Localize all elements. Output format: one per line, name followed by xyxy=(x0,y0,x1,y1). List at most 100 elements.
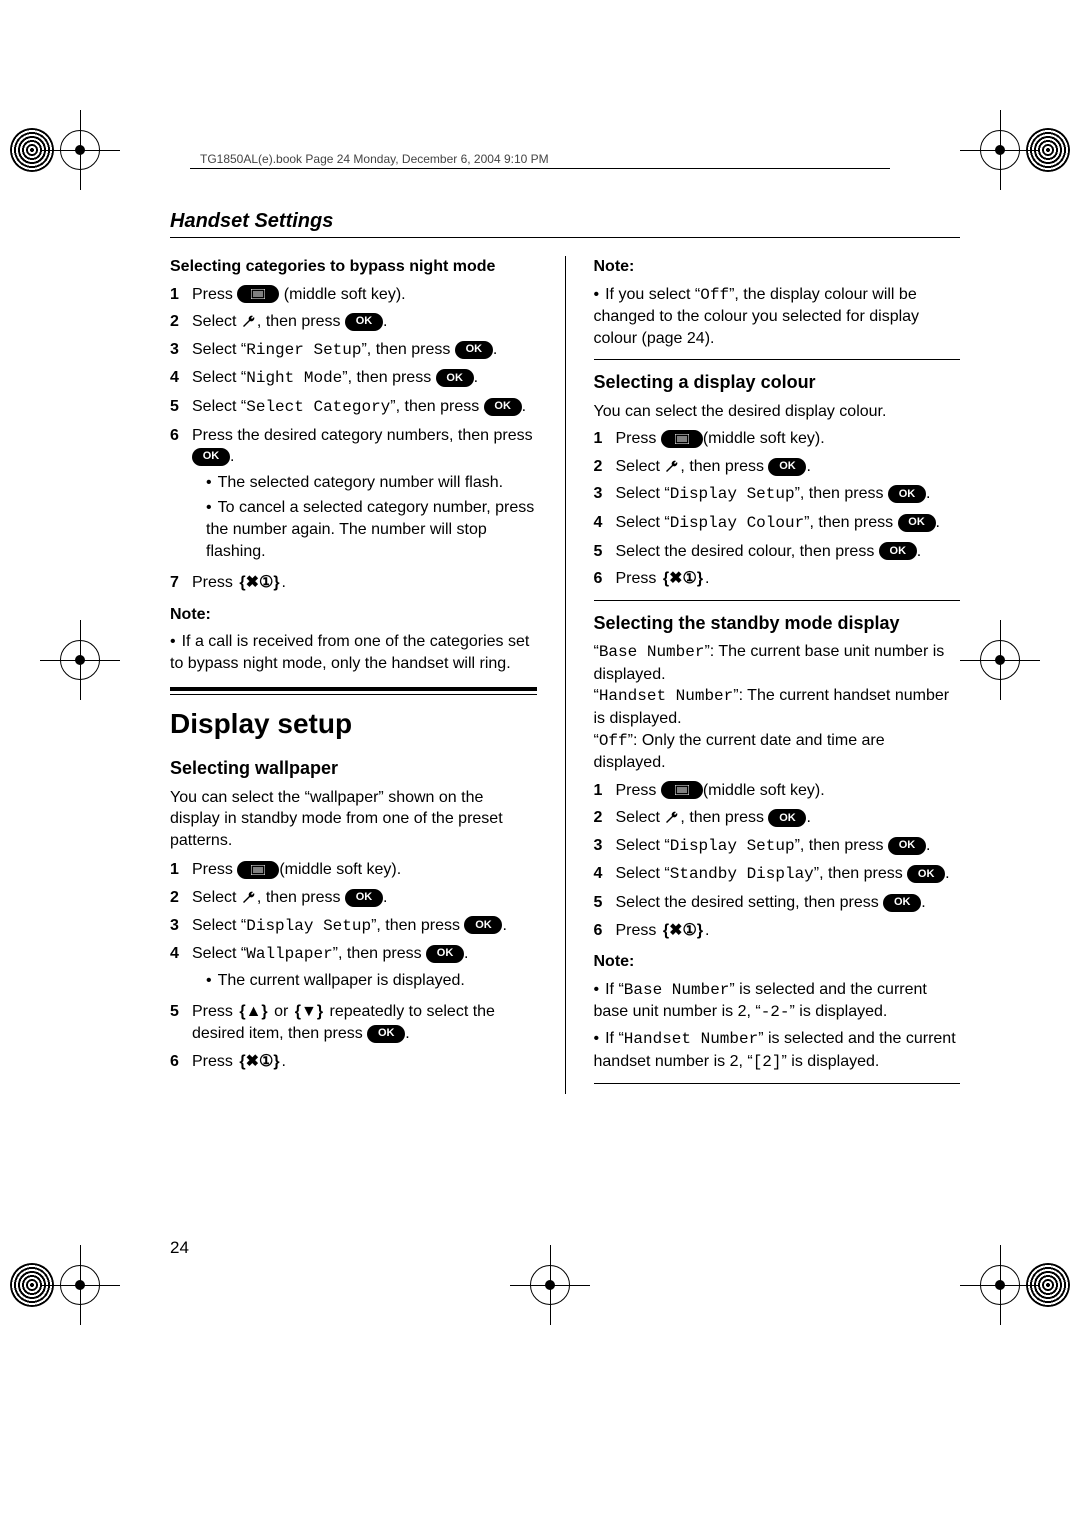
divider xyxy=(594,1083,961,1084)
registration-mark-icon xyxy=(530,1265,570,1305)
page-number: 24 xyxy=(170,1238,189,1258)
off-key-icon: {✖①} xyxy=(237,572,281,594)
manual-page: TG1850AL(e).book Page 24 Monday, Decembe… xyxy=(0,0,1080,1528)
registration-mark-icon xyxy=(980,1265,1020,1305)
menu-name: Display Setup xyxy=(670,485,795,503)
standby-heading: Selecting the standby mode display xyxy=(594,611,961,635)
step-text: ”, then press xyxy=(361,341,454,358)
bypass-steps: 1Press (middle soft key). 2Select , then… xyxy=(170,284,537,594)
step-text: Select “ xyxy=(616,837,670,854)
registration-mark-icon xyxy=(980,130,1020,170)
divider xyxy=(594,359,961,360)
registration-mark-icon xyxy=(980,640,1020,680)
ok-key-icon: OK xyxy=(464,916,502,934)
step-text: ”, then press xyxy=(371,917,464,934)
step-text: Select the desired setting, then press xyxy=(616,894,884,911)
colour-intro: You can select the desired display colou… xyxy=(594,401,961,423)
registration-mark-icon xyxy=(60,640,100,680)
off-key-icon: {✖①} xyxy=(237,1051,281,1073)
step-text: Select “ xyxy=(192,341,246,358)
menu-name: Display Setup xyxy=(670,837,795,855)
note-text: If a call is received from one of the ca… xyxy=(170,631,537,674)
ok-key-icon: OK xyxy=(436,369,474,387)
down-key-icon: {▼} xyxy=(293,1001,325,1023)
step-text: Select xyxy=(616,809,665,826)
ok-key-icon: OK xyxy=(345,889,383,907)
ok-key-icon: OK xyxy=(888,837,926,855)
step-text: Press xyxy=(192,574,237,591)
step-text: (middle soft key). xyxy=(279,286,405,303)
menu-name: Ringer Setup xyxy=(246,341,361,359)
step-text: Select “ xyxy=(192,917,246,934)
ok-key-icon: OK xyxy=(768,809,806,827)
step-text: (middle soft key). xyxy=(703,430,825,447)
menu-name: Night Mode xyxy=(246,369,342,387)
menu-key-icon xyxy=(237,861,279,879)
step-text: Press xyxy=(616,782,661,799)
step-text: Select “ xyxy=(616,514,670,531)
content-columns: Selecting categories to bypass night mod… xyxy=(170,256,960,1094)
ok-key-icon: OK xyxy=(192,448,230,466)
step-text: or xyxy=(270,1003,293,1020)
ok-key-icon: OK xyxy=(879,542,917,560)
step-text: Press xyxy=(192,286,237,303)
wrench-icon xyxy=(241,314,257,330)
step-text: Select xyxy=(616,458,665,475)
bypass-heading: Selecting categories to bypass night mod… xyxy=(170,256,537,278)
step-text: Press the desired category numbers, then… xyxy=(192,427,533,444)
step-text: Press xyxy=(616,430,661,447)
menu-key-icon xyxy=(661,430,703,448)
step-text: (middle soft key). xyxy=(279,861,401,878)
step-text: Select the desired colour, then press xyxy=(616,543,879,560)
step-text: Press xyxy=(616,922,661,939)
menu-key-icon xyxy=(237,285,279,303)
sub-bullet: The selected category number will flash. xyxy=(206,472,537,494)
step-text: Select xyxy=(192,313,241,330)
running-header: TG1850AL(e).book Page 24 Monday, Decembe… xyxy=(200,152,549,166)
step-text: Select “ xyxy=(192,945,246,962)
step-text: ”, then press xyxy=(814,865,907,882)
menu-name: Display Colour xyxy=(670,514,804,532)
step-text: Select “ xyxy=(616,485,670,502)
step-text: ”, then press xyxy=(342,369,435,386)
note-text: If “Handset Number” is selected and the … xyxy=(594,1028,961,1073)
step-text: Select xyxy=(192,889,241,906)
wrench-icon xyxy=(664,459,680,475)
menu-name: Standby Display xyxy=(670,865,814,883)
divider xyxy=(170,687,537,695)
divider xyxy=(594,600,961,601)
ok-key-icon: OK xyxy=(898,514,936,532)
step-text: , then press xyxy=(257,313,345,330)
colour-heading: Selecting a display colour xyxy=(594,370,961,394)
ok-key-icon: OK xyxy=(883,894,921,912)
sub-bullet: The current wallpaper is displayed. xyxy=(206,970,537,992)
ok-key-icon: OK xyxy=(888,485,926,503)
ok-key-icon: OK xyxy=(484,398,522,416)
up-key-icon: {▲} xyxy=(237,1001,269,1023)
step-text: Press xyxy=(192,1003,237,1020)
ok-key-icon: OK xyxy=(367,1025,405,1043)
step-text: ”, then press xyxy=(390,398,483,415)
step-text: , then press xyxy=(680,809,768,826)
ok-key-icon: OK xyxy=(345,313,383,331)
note-text: If you select “Off”, the display colour … xyxy=(594,284,961,350)
step-text: , then press xyxy=(680,458,768,475)
ok-key-icon: OK xyxy=(455,341,493,359)
left-column: Selecting categories to bypass night mod… xyxy=(170,256,537,1094)
wallpaper-heading: Selecting wallpaper xyxy=(170,756,537,780)
step-text: Press xyxy=(616,570,661,587)
ok-key-icon: OK xyxy=(426,945,464,963)
menu-name: Display Setup xyxy=(246,917,371,935)
display-setup-heading: Display setup xyxy=(170,705,537,743)
note-label: Note: xyxy=(170,604,537,626)
right-column: Note: If you select “Off”, the display c… xyxy=(594,256,961,1094)
note-text: If “Base Number” is selected and the cur… xyxy=(594,979,961,1024)
off-key-icon: {✖①} xyxy=(661,920,705,942)
step-text: Press xyxy=(192,861,237,878)
standby-steps: 1Press (middle soft key). 2Select , then… xyxy=(594,780,961,942)
section-heading: Handset Settings xyxy=(170,210,960,238)
menu-key-icon xyxy=(661,781,703,799)
step-text: Select “ xyxy=(192,369,246,386)
step-text: Press xyxy=(192,1053,237,1070)
colour-steps: 1Press (middle soft key). 2Select , then… xyxy=(594,428,961,590)
